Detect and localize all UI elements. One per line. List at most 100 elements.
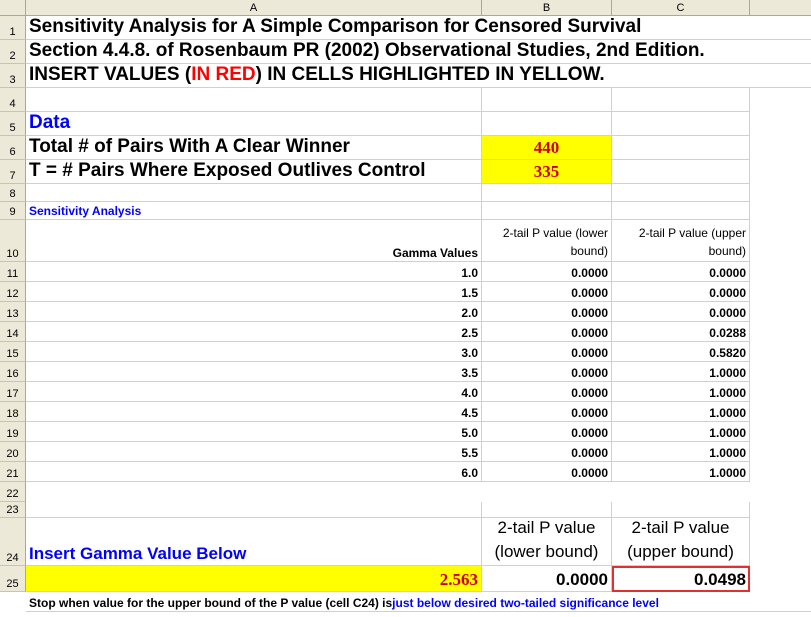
upper-p-value-cell[interactable]: 0.0000 bbox=[612, 302, 750, 322]
cell-a8[interactable] bbox=[26, 184, 482, 202]
select-all-corner[interactable] bbox=[0, 0, 26, 16]
row-header-14[interactable]: 14 bbox=[0, 322, 26, 342]
lower-p-value-cell[interactable]: 0.0000 bbox=[482, 422, 612, 442]
column-header-c[interactable]: C bbox=[612, 0, 750, 16]
row-header-5[interactable]: 5 bbox=[0, 112, 26, 136]
row-header-24[interactable]: 24 bbox=[0, 518, 26, 566]
cell-c22[interactable] bbox=[612, 502, 750, 518]
cell-c8[interactable] bbox=[612, 184, 750, 202]
cell-b4[interactable] bbox=[482, 88, 612, 112]
cell-b6-total-pairs-input[interactable]: 440 bbox=[482, 136, 612, 160]
lower-p-value-cell[interactable]: 0.0000 bbox=[482, 302, 612, 322]
gamma-value-cell[interactable]: 4.5 bbox=[26, 402, 482, 422]
cell-c24-upper-result[interactable]: 0.0498 bbox=[612, 566, 750, 592]
gamma-value-cell[interactable]: 3.5 bbox=[26, 362, 482, 382]
column-header-blank[interactable] bbox=[750, 0, 811, 16]
row-header-7[interactable]: 7 bbox=[0, 160, 26, 184]
lower-p-value-cell[interactable]: 0.0000 bbox=[482, 442, 612, 462]
cell-a2-section[interactable]: Section 4.4.8. of Rosenbaum PR (2002) Ob… bbox=[26, 40, 811, 64]
row-header-20[interactable]: 20 bbox=[0, 442, 26, 462]
cell-c10-upper-header[interactable]: 2-tail P value (upper bound) bbox=[612, 220, 750, 262]
row-header-6[interactable]: 6 bbox=[0, 136, 26, 160]
upper-p-value-cell[interactable]: 0.0000 bbox=[612, 262, 750, 282]
footer-text: Stop when value for the upper bound of t… bbox=[29, 596, 393, 610]
row-header-1[interactable]: 1 bbox=[0, 16, 26, 40]
upper-p-value-cell[interactable]: 0.5820 bbox=[612, 342, 750, 362]
row-header-8[interactable]: 8 bbox=[0, 184, 26, 202]
cell-b5[interactable] bbox=[482, 112, 612, 136]
column-header-b[interactable]: B bbox=[482, 0, 612, 16]
lower-p-value-cell[interactable]: 0.0000 bbox=[482, 342, 612, 362]
cell-a7-t-label[interactable]: T = # Pairs Where Exposed Outlives Contr… bbox=[26, 160, 482, 184]
lower-p-value-cell[interactable]: 0.0000 bbox=[482, 362, 612, 382]
cell-b22[interactable] bbox=[482, 502, 612, 518]
gamma-value-cell[interactable]: 5.0 bbox=[26, 422, 482, 442]
cell-c4[interactable] bbox=[612, 88, 750, 112]
lower-p-value-cell[interactable]: 0.0000 bbox=[482, 262, 612, 282]
row-header-16[interactable]: 16 bbox=[0, 362, 26, 382]
cell-a3-instruction[interactable]: INSERT VALUES (IN RED) IN CELLS HIGHLIGH… bbox=[26, 64, 811, 88]
cell-c7[interactable] bbox=[612, 160, 750, 184]
upper-p-value-cell[interactable]: 1.0000 bbox=[612, 382, 750, 402]
row-header-3[interactable]: 3 bbox=[0, 64, 26, 88]
row-header-11[interactable]: 11 bbox=[0, 262, 26, 282]
instruction-before: INSERT VALUES ( bbox=[29, 64, 192, 85]
gamma-value-cell[interactable]: 1.0 bbox=[26, 262, 482, 282]
lower-p-value-cell[interactable]: 0.0000 bbox=[482, 282, 612, 302]
upper-p-value-cell[interactable]: 1.0000 bbox=[612, 402, 750, 422]
cell-c6[interactable] bbox=[612, 136, 750, 160]
lower-p-value-cell[interactable]: 0.0000 bbox=[482, 402, 612, 422]
cell-c9[interactable] bbox=[612, 202, 750, 220]
cell-b9[interactable] bbox=[482, 202, 612, 220]
gamma-value-cell[interactable]: 2.5 bbox=[26, 322, 482, 342]
cell-a5-data-heading[interactable]: Data bbox=[26, 112, 482, 136]
instruction-after: ) IN CELLS HIGHLIGHTED IN YELLOW. bbox=[255, 64, 605, 85]
upper-p-value-cell[interactable]: 1.0000 bbox=[612, 462, 750, 482]
upper-p-value-cell[interactable]: 0.0000 bbox=[612, 282, 750, 302]
cell-a22[interactable] bbox=[26, 502, 482, 518]
upper-p-value-cell[interactable]: 1.0000 bbox=[612, 362, 750, 382]
upper-p-value-cell[interactable]: 0.0288 bbox=[612, 322, 750, 342]
gamma-value-cell[interactable]: 4.0 bbox=[26, 382, 482, 402]
cell-a9-sensitivity-heading[interactable]: Sensitivity Analysis bbox=[26, 202, 482, 220]
cell-a6-total-pairs-label[interactable]: Total # of Pairs With A Clear Winner bbox=[26, 136, 482, 160]
gamma-value-cell[interactable]: 5.5 bbox=[26, 442, 482, 462]
row-header-22[interactable]: 22 bbox=[0, 482, 26, 502]
row-header-15[interactable]: 15 bbox=[0, 342, 26, 362]
gamma-value-cell[interactable]: 1.5 bbox=[26, 282, 482, 302]
cell-b24-lower-result[interactable]: 0.0000 bbox=[482, 566, 612, 592]
row-header-18[interactable]: 18 bbox=[0, 402, 26, 422]
cell-b8[interactable] bbox=[482, 184, 612, 202]
lower-p-value-cell[interactable]: 0.0000 bbox=[482, 382, 612, 402]
row-header-12[interactable]: 12 bbox=[0, 282, 26, 302]
cell-a25-footer[interactable]: Stop when value for the upper bound of t… bbox=[26, 592, 811, 612]
column-header-a[interactable]: A bbox=[26, 0, 482, 16]
gamma-value-cell[interactable]: 2.0 bbox=[26, 302, 482, 322]
row-header-23[interactable]: 23 bbox=[0, 502, 26, 518]
row-header-10[interactable]: 10 bbox=[0, 220, 26, 262]
row-header-9[interactable]: 9 bbox=[0, 202, 26, 220]
row-header-4[interactable]: 4 bbox=[0, 88, 26, 112]
cell-b23-lower-header[interactable]: 2-tail P value (lower bound) bbox=[482, 518, 612, 566]
upper-p-value-cell[interactable]: 1.0000 bbox=[612, 442, 750, 462]
lower-p-value-cell[interactable]: 0.0000 bbox=[482, 462, 612, 482]
cell-a24-gamma-input[interactable]: 2.563 bbox=[26, 566, 482, 592]
cell-b10-lower-header[interactable]: 2-tail P value (lower bound) bbox=[482, 220, 612, 262]
gamma-value-cell[interactable]: 3.0 bbox=[26, 342, 482, 362]
cell-c5[interactable] bbox=[612, 112, 750, 136]
cell-b7-t-input[interactable]: 335 bbox=[482, 160, 612, 184]
cell-a4[interactable] bbox=[26, 88, 482, 112]
row-header-2[interactable]: 2 bbox=[0, 40, 26, 64]
cell-a1-title[interactable]: Sensitivity Analysis for A Simple Compar… bbox=[26, 16, 811, 40]
row-header-13[interactable]: 13 bbox=[0, 302, 26, 322]
row-header-21[interactable]: 21 bbox=[0, 462, 26, 482]
row-header-19[interactable]: 19 bbox=[0, 422, 26, 442]
cell-a23-insert-gamma-label[interactable]: Insert Gamma Value Below bbox=[26, 518, 482, 566]
row-header-17[interactable]: 17 bbox=[0, 382, 26, 402]
cell-c23-upper-header[interactable]: 2-tail P value (upper bound) bbox=[612, 518, 750, 566]
cell-a10-gamma-header[interactable]: Gamma Values bbox=[26, 220, 482, 262]
gamma-value-cell[interactable]: 6.0 bbox=[26, 462, 482, 482]
lower-p-value-cell[interactable]: 0.0000 bbox=[482, 322, 612, 342]
row-header-25[interactable]: 25 bbox=[0, 566, 26, 592]
upper-p-value-cell[interactable]: 1.0000 bbox=[612, 422, 750, 442]
